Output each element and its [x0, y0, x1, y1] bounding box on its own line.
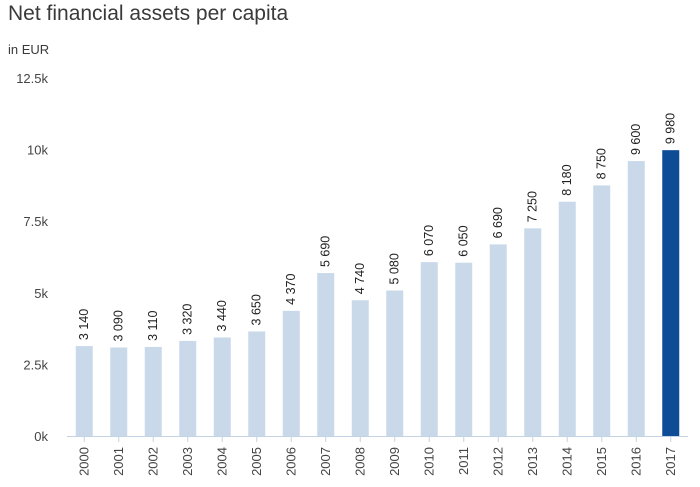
- data-label: 9 600: [629, 124, 643, 155]
- bar-2009: [386, 290, 404, 436]
- x-tick-label: 2005: [249, 447, 264, 476]
- x-tick-label: 2016: [628, 447, 643, 476]
- data-label: 9 980: [664, 113, 678, 144]
- x-tick-label: 2012: [490, 447, 505, 476]
- data-label: 3 440: [215, 300, 229, 331]
- y-tick-label: 10k: [27, 143, 48, 158]
- data-label: 3 090: [112, 310, 126, 341]
- bar-2013: [524, 228, 542, 436]
- x-tick-label: 2015: [594, 447, 609, 476]
- x-tick-label: 2014: [559, 447, 574, 476]
- x-tick-label: 2000: [76, 447, 91, 476]
- y-tick-label: 5k: [34, 286, 48, 301]
- chart-title: Net financial assets per capita: [8, 2, 289, 25]
- bar-2008: [351, 300, 369, 436]
- data-label: 8 180: [560, 164, 574, 195]
- x-tick-label: 2007: [318, 447, 333, 476]
- bar-2015: [593, 185, 611, 436]
- bar-2004: [213, 337, 231, 436]
- bar-2011: [455, 262, 473, 436]
- data-label: 5 080: [388, 253, 402, 284]
- x-tick-label: 2010: [421, 447, 436, 476]
- data-label: 6 690: [491, 207, 505, 238]
- bar-2005: [248, 331, 266, 436]
- x-tick-label: 2003: [180, 447, 195, 476]
- x-tick-label: 2002: [145, 447, 160, 476]
- x-tick-label: 2009: [387, 447, 402, 476]
- bar-2007: [317, 273, 335, 436]
- bar-2001: [110, 347, 128, 436]
- bar-2000: [75, 346, 93, 436]
- y-tick-label: 0k: [34, 429, 48, 444]
- x-tick-label: 2006: [283, 447, 298, 476]
- x-tick-label: 2001: [111, 447, 126, 476]
- data-label: 4 740: [353, 263, 367, 294]
- bar-2014: [558, 201, 576, 436]
- bar-2016: [627, 161, 645, 436]
- data-label: 3 650: [250, 294, 264, 325]
- y-tick-label: 7.5k: [23, 214, 48, 229]
- data-label: 3 110: [146, 311, 160, 341]
- x-tick-label: 2008: [352, 447, 367, 476]
- chart-subtitle: in EUR: [8, 42, 50, 57]
- data-label: 4 370: [284, 274, 298, 305]
- bar-2017: [662, 150, 680, 437]
- bar-2010: [420, 262, 438, 436]
- x-tick-label: 2011: [456, 447, 471, 475]
- x-tick-label: 2004: [214, 447, 229, 476]
- y-tick-label: 12.5k: [16, 71, 48, 86]
- y-tick-label: 2.5k: [23, 357, 48, 372]
- bar-2003: [179, 340, 197, 436]
- data-label: 6 050: [457, 225, 471, 256]
- data-label: 3 140: [77, 309, 91, 340]
- x-tick-label: 2017: [663, 447, 678, 476]
- data-label: 5 690: [319, 236, 333, 267]
- bar-2002: [144, 346, 162, 436]
- data-label: 8 750: [595, 148, 609, 179]
- bar-2006: [282, 310, 300, 436]
- data-label: 3 320: [181, 304, 195, 335]
- x-tick-label: 2013: [525, 447, 540, 476]
- data-label: 7 250: [526, 191, 540, 222]
- data-label: 6 070: [422, 225, 436, 256]
- bar-2012: [489, 244, 507, 436]
